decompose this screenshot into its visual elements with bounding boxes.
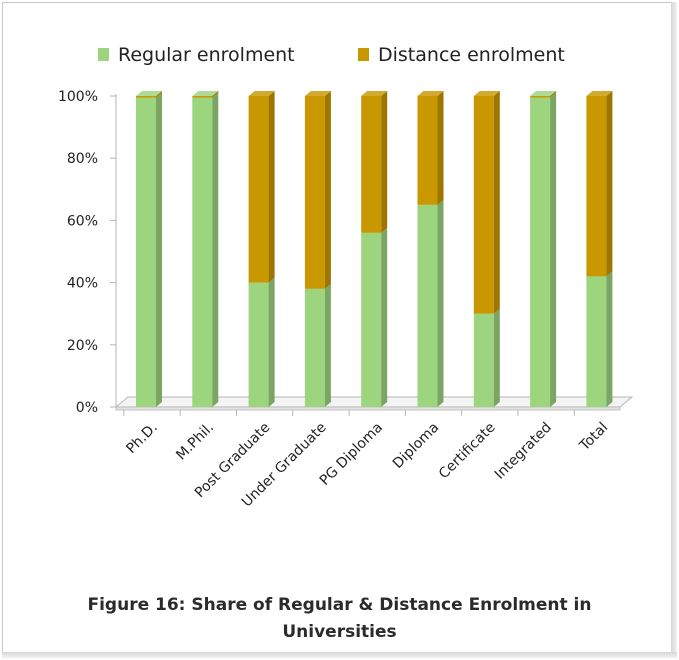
bar-front	[136, 96, 156, 98]
bar-side	[268, 277, 275, 407]
stacked-bar-chart: Regular enrolment Distance enrolment 0% 20…	[58, 44, 634, 511]
bar-segment	[136, 92, 162, 408]
bar-side	[437, 199, 444, 407]
figure-caption-line-2: Universities	[282, 622, 397, 642]
bar-side	[156, 91, 162, 98]
bar-top	[586, 91, 613, 96]
y-tick-label: 0%	[76, 400, 98, 416]
bar-front	[192, 96, 213, 98]
bar-front	[417, 204, 438, 407]
figure-caption-line-1: Figure 16: Share of Regular & Distance E…	[87, 595, 592, 615]
bar-top	[192, 91, 219, 96]
bar-top	[530, 91, 557, 96]
y-tick-label: 100%	[58, 89, 98, 105]
bar-segment	[473, 308, 500, 407]
x-tick-label: Integrated	[492, 420, 555, 483]
bar-front	[586, 96, 607, 277]
bar-side	[324, 283, 331, 407]
bar-segment	[530, 92, 557, 408]
x-tick-label: Ph.D.	[123, 420, 160, 457]
bar-segment	[248, 91, 275, 283]
bar-segment	[417, 91, 444, 205]
bar-top	[136, 91, 162, 96]
legend-entry: Distance enrolment	[358, 44, 565, 66]
bar-segment	[473, 91, 500, 314]
bar-front	[248, 96, 269, 283]
bar-side	[493, 308, 500, 407]
bar-side	[493, 91, 500, 314]
bar-front	[530, 97, 551, 408]
bar-side	[606, 271, 613, 407]
bar-front	[248, 282, 269, 407]
y-tick-label: 40%	[67, 276, 98, 292]
bar-side	[324, 91, 331, 289]
x-tick-label: Certificate	[436, 420, 499, 483]
bar-side	[381, 91, 388, 233]
bar-top	[417, 91, 444, 96]
bar-segment	[417, 199, 444, 407]
bar-top	[248, 91, 275, 96]
frame-shadow-right	[671, 2, 677, 656]
bar-front	[361, 232, 382, 407]
bar-front	[192, 97, 213, 408]
legend-label: Distance enrolment	[378, 44, 565, 66]
bar-side	[606, 91, 613, 277]
bar-segment	[530, 91, 557, 98]
y-tick-label: 80%	[67, 151, 98, 167]
bar-side	[381, 227, 388, 407]
bar-segment	[248, 277, 275, 407]
legend-swatch	[358, 48, 369, 61]
x-tick-label: Total	[576, 420, 611, 455]
x-tick-label: M.Phil.	[173, 420, 217, 464]
bar-front	[304, 288, 325, 407]
bar-segment	[586, 91, 613, 277]
bar-segment	[361, 91, 388, 233]
legend: Regular enrolment Distance enrolment	[98, 44, 565, 66]
bar-side	[550, 92, 557, 408]
y-tick-label: 20%	[67, 338, 98, 354]
bar-side	[437, 91, 444, 205]
bar-side	[156, 92, 162, 408]
bar-front	[136, 97, 156, 408]
bar-side	[550, 91, 557, 98]
bar-front	[473, 96, 494, 314]
frame-shadow-bottom	[2, 652, 677, 658]
bar-segment	[136, 91, 162, 98]
bar-front	[417, 96, 438, 205]
y-axis: 0% 20% 40% 60% 80% 100%	[58, 89, 117, 416]
bars	[123, 91, 613, 416]
bar-segment	[192, 92, 219, 408]
legend-label: Regular enrolment	[118, 44, 295, 66]
bar-front	[304, 96, 325, 289]
bar-front	[586, 276, 607, 407]
bar-segment	[586, 271, 613, 407]
bar-segment	[361, 227, 388, 407]
bar-top	[361, 91, 388, 96]
bar-top	[304, 91, 331, 96]
bar-front	[473, 313, 494, 407]
bar-segment	[192, 91, 219, 98]
floor-front	[115, 406, 621, 411]
y-tick-label: 60%	[67, 213, 98, 229]
legend-entry: Regular enrolment	[98, 44, 295, 66]
bar-side	[212, 91, 219, 98]
bar-side	[212, 92, 219, 408]
bar-side	[268, 91, 275, 283]
bar-segment	[304, 91, 331, 289]
bar-front	[530, 96, 551, 98]
bar-front	[361, 96, 382, 233]
legend-swatch	[98, 48, 109, 61]
x-tick-label: Diploma	[390, 420, 442, 472]
bar-top	[473, 91, 500, 96]
bar-segment	[304, 283, 331, 407]
